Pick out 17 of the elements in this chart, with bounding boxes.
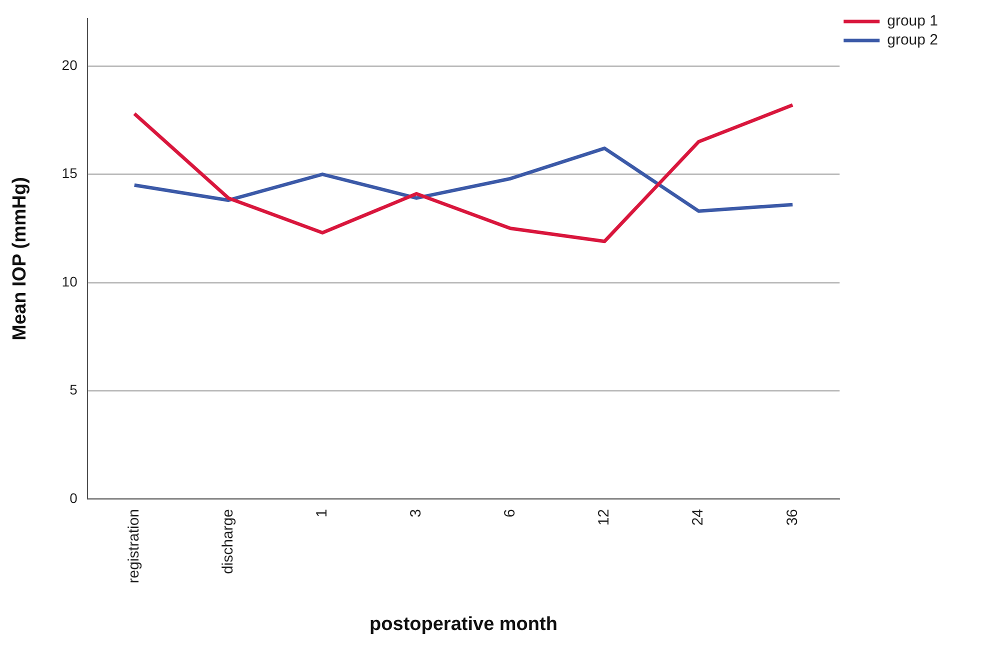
x-tick-label: 12 — [596, 509, 613, 526]
x-tick-label: 24 — [690, 509, 707, 526]
x-tick-label: 36 — [784, 509, 801, 526]
y-tick-label: 5 — [70, 382, 78, 398]
x-axis-title: postoperative month — [370, 614, 558, 635]
y-tick-label: 0 — [70, 490, 78, 506]
x-tick-label: discharge — [220, 509, 237, 574]
y-tick-label: 15 — [62, 165, 78, 182]
x-tick-label: registration — [126, 509, 143, 584]
x-tick-label: 3 — [408, 509, 425, 518]
x-tick-label: 6 — [502, 509, 519, 518]
x-tick-label: 1 — [314, 509, 331, 518]
y-tick-label: 10 — [62, 273, 78, 290]
legend-label: group 2 — [887, 32, 938, 49]
y-tick-label: 20 — [62, 56, 78, 73]
legend-label: group 1 — [887, 12, 938, 30]
y-axis-title: Mean IOP (mmHg) — [10, 177, 31, 340]
